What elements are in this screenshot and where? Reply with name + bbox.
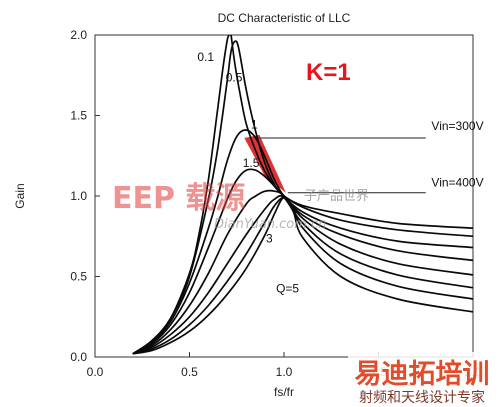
chart-title: DC Characteristic of LLC bbox=[218, 11, 351, 25]
watermark-sub: 子产品世界 bbox=[304, 189, 369, 204]
x-tick-label-0: 0.0 bbox=[87, 365, 104, 379]
x-tick-label-2: 1.0 bbox=[276, 365, 293, 379]
series-line-4 bbox=[132, 168, 474, 355]
series-line-7 bbox=[132, 196, 474, 355]
y-tick-label-0: 0.0 bbox=[70, 350, 87, 364]
watermark-url: DianYuan.com.cn bbox=[214, 217, 326, 232]
callouts: Vin=300V Vin=400V bbox=[259, 119, 484, 194]
series-line-2 bbox=[132, 40, 474, 355]
brand-subtitle: 射频和天线设计专家 bbox=[359, 389, 485, 406]
y-tick-label-4: 2.0 bbox=[70, 28, 87, 42]
curve-labels: 0.1 0.5 1 1.5 3 Q=5 bbox=[197, 50, 299, 296]
series-line-3 bbox=[132, 129, 474, 355]
series-label-2: 0.5 bbox=[226, 71, 243, 85]
brand-title: 易迪拓培训 bbox=[355, 359, 490, 390]
k-label: K=1 bbox=[306, 59, 351, 86]
series-label-8: Q=5 bbox=[276, 282, 299, 296]
series-line-8 bbox=[132, 196, 474, 355]
series-label-6: 3 bbox=[266, 232, 273, 246]
callout-label-1: Vin=400V bbox=[431, 175, 483, 189]
series-label-4: 1.5 bbox=[243, 156, 260, 170]
series-line-1 bbox=[230, 34, 474, 230]
watermark-logo: EEP 载源 bbox=[112, 181, 245, 216]
series-line-6 bbox=[132, 194, 474, 355]
x-axis-title: fs/fr bbox=[274, 385, 294, 399]
center-watermark: EEP 载源 子产品世界 DianYuan.com.cn bbox=[112, 181, 369, 232]
series-line-5 bbox=[132, 189, 474, 355]
y-axis-title: Gain bbox=[13, 183, 27, 208]
brand-watermark: 易迪拓培训 射频和天线设计专家 bbox=[348, 352, 496, 406]
callout-label-0: Vin=300V bbox=[431, 119, 483, 133]
x-tick-label-1: 0.5 bbox=[181, 365, 198, 379]
y-tick-label-2: 1.0 bbox=[70, 189, 87, 203]
gain-curves bbox=[132, 34, 474, 355]
y-tick-label-3: 1.5 bbox=[70, 109, 87, 123]
series-label-0: 0.1 bbox=[197, 50, 214, 64]
y-tick-label-1: 0.5 bbox=[70, 270, 87, 284]
series-label-3: 1 bbox=[251, 117, 258, 131]
